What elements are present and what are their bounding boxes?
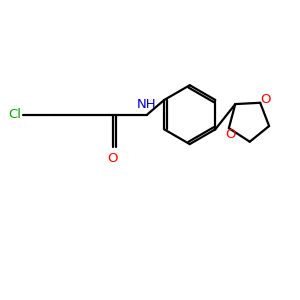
Text: O: O (260, 93, 271, 106)
Text: Cl: Cl (8, 108, 21, 121)
Text: O: O (225, 128, 236, 141)
Text: O: O (107, 152, 118, 165)
Text: NH: NH (137, 98, 157, 111)
